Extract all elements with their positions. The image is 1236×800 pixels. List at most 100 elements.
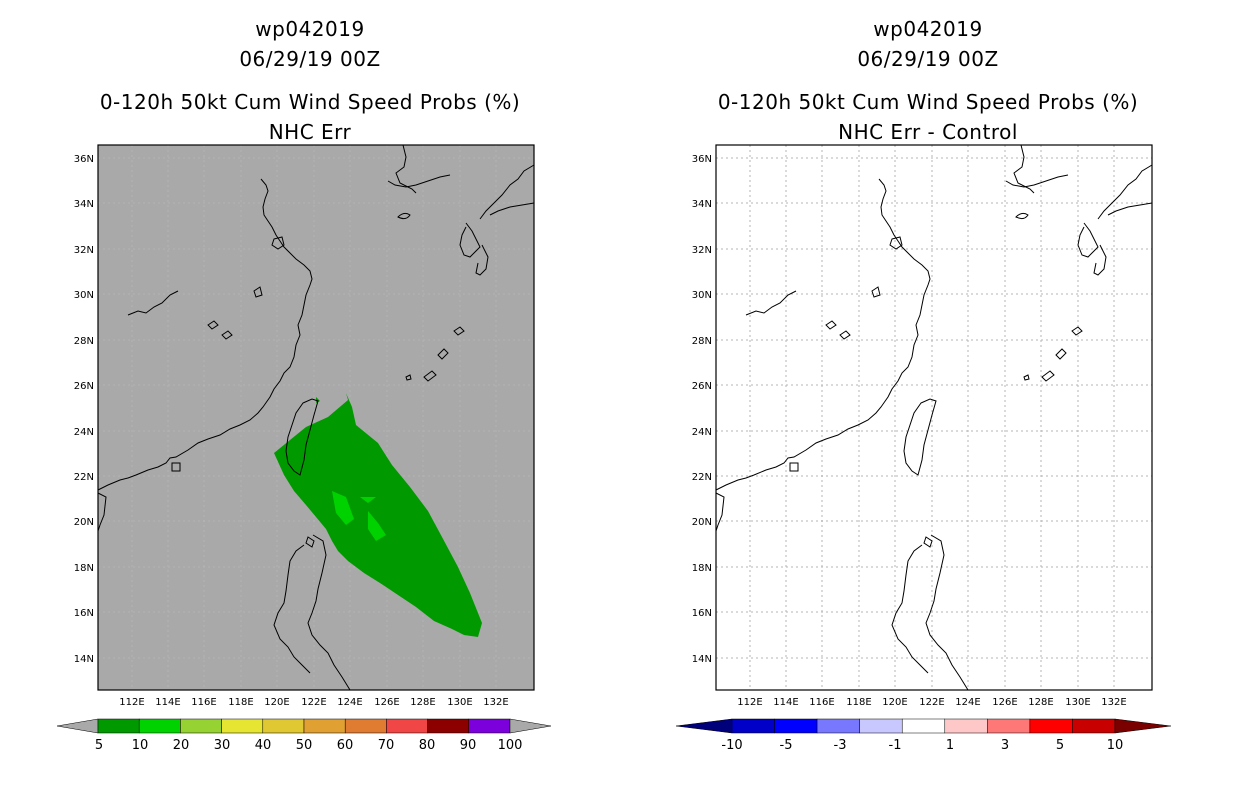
right-lon-label: 130E: [1065, 697, 1090, 708]
right-lon-label: 118E: [846, 697, 871, 708]
left-lat-label: 34N: [74, 199, 94, 210]
right-colorbar-label: 3: [1001, 738, 1009, 753]
left-colorbar-swatch: [221, 718, 264, 734]
left-colorbar-swatch: [180, 718, 222, 734]
right-colorbar-swatches: [731, 718, 1116, 734]
left-colorbar-label: 50: [296, 738, 313, 753]
left-lat-label: 36N: [74, 154, 94, 165]
prob-core-10-20-c: [360, 497, 376, 503]
left-lat-label: 26N: [74, 381, 94, 392]
right-lon-label: 124E: [955, 697, 980, 708]
right-lat-label: 14N: [692, 654, 712, 665]
right-lon-label: 128E: [1028, 697, 1053, 708]
left-colorbar-label: 40: [255, 738, 272, 753]
left-lat-labels: 36N 34N 32N 30N 28N 26N 24N 22N 20N 18N …: [74, 154, 94, 665]
right-colorbar-swatch: [816, 718, 860, 734]
right-colorbar-label: 1: [946, 738, 954, 753]
right-lat-label: 32N: [692, 245, 712, 256]
right-colorbar-swatch: [774, 718, 818, 734]
right-colorbar-under-arrow: [675, 718, 733, 734]
right-lon-label: 126E: [992, 697, 1017, 708]
right-colorbar-swatch: [731, 718, 775, 734]
prob-swath-5-10: [274, 393, 482, 637]
left-colorbar-swatch: [344, 718, 387, 734]
left-colorbar-label: 100: [498, 738, 523, 753]
left-title-date: 06/29/19 00Z: [239, 47, 381, 71]
left-colorbar-under-arrow: [56, 718, 99, 734]
left-lon-label: 128E: [410, 697, 435, 708]
left-lat-label: 22N: [74, 472, 94, 483]
right-lon-label: 114E: [773, 697, 798, 708]
right-colorbar-swatch: [1029, 718, 1073, 734]
right-lat-label: 18N: [692, 563, 712, 574]
left-colorbar-label: 80: [419, 738, 436, 753]
right-title-date: 06/29/19 00Z: [857, 47, 999, 71]
right-lat-labels: 36N 34N 32N 30N 28N 26N 24N 22N 20N 18N …: [692, 154, 712, 665]
prob-core-10-20-a: [332, 491, 354, 525]
left-title-storm: wp042019: [255, 17, 365, 41]
right-title-storm: wp042019: [873, 17, 983, 41]
left-colorbar-label: 5: [95, 738, 103, 753]
left-colorbar-swatch: [386, 718, 428, 734]
left-colorbar-swatch: [468, 718, 511, 734]
right-colorbar-swatch: [1072, 718, 1116, 734]
left-colorbar-label: 10: [132, 738, 149, 753]
left-map: [97, 144, 535, 691]
right-colorbar-label: -3: [834, 738, 847, 753]
right-lat-label: 34N: [692, 199, 712, 210]
right-lon-label: 132E: [1101, 697, 1126, 708]
left-colorbar-swatch: [427, 718, 470, 734]
right-lat-label: 20N: [692, 517, 712, 528]
prob-core-10-20-b: [368, 511, 386, 541]
right-title-product: 0-120h 50kt Cum Wind Speed Probs (%): [717, 90, 1139, 114]
left-lon-labels: 112E 114E 116E 118E 120E 122E 124E 126E …: [119, 697, 508, 708]
right-colorbar-swatch: [987, 718, 1031, 734]
left-map-frame: [97, 144, 535, 691]
left-colorbar-swatches: [97, 718, 511, 734]
left-lon-label: 126E: [374, 697, 399, 708]
left-lon-label: 120E: [264, 697, 289, 708]
left-colorbar-swatch: [303, 718, 346, 734]
left-lon-label: 114E: [155, 697, 180, 708]
left-lon-label: 118E: [228, 697, 253, 708]
right-lat-label: 26N: [692, 381, 712, 392]
left-colorbar-swatch: [262, 718, 305, 734]
left-title-product: 0-120h 50kt Cum Wind Speed Probs (%): [99, 90, 521, 114]
right-colorbar-label: 10: [1107, 738, 1124, 753]
right-lat-label: 28N: [692, 336, 712, 347]
right-lon-label: 122E: [919, 697, 944, 708]
right-colorbar-label: -1: [889, 738, 902, 753]
left-lat-label: 18N: [74, 563, 94, 574]
left-colorbar-label: 90: [460, 738, 477, 753]
left-lat-label: 24N: [74, 427, 94, 438]
left-lat-label: 32N: [74, 245, 94, 256]
left-colorbar-label: 60: [337, 738, 354, 753]
left-lon-label: 130E: [447, 697, 472, 708]
right-lat-label: 30N: [692, 290, 712, 301]
left-lon-label: 112E: [119, 697, 144, 708]
right-colorbar-label: 5: [1056, 738, 1064, 753]
left-lon-label: 122E: [301, 697, 326, 708]
right-lon-labels: 112E 114E 116E 118E 120E 122E 124E 126E …: [737, 697, 1126, 708]
left-colorbar-label: 20: [173, 738, 190, 753]
left-colorbar-label: 70: [378, 738, 395, 753]
right-colorbar-swatch: [859, 718, 903, 734]
right-map: [715, 144, 1153, 691]
right-colorbar-swatch: [944, 718, 988, 734]
right-title-subtitle: NHC Err - Control: [838, 120, 1018, 144]
right-map-frame: [715, 144, 1153, 691]
left-colorbar-label: 30: [214, 738, 231, 753]
left-lat-label: 30N: [74, 290, 94, 301]
right-lat-label: 22N: [692, 472, 712, 483]
right-lon-label: 120E: [882, 697, 907, 708]
right-lat-label: 16N: [692, 608, 712, 619]
prob-swath-5-10-islet: [316, 397, 320, 403]
left-lat-label: 20N: [74, 517, 94, 528]
left-colorbar-swatch: [97, 718, 140, 734]
left-lat-label: 28N: [74, 336, 94, 347]
left-lat-label: 16N: [74, 608, 94, 619]
left-lon-label: 124E: [337, 697, 362, 708]
right-colorbar-over-arrow: [1114, 718, 1172, 734]
right-lat-label: 24N: [692, 427, 712, 438]
